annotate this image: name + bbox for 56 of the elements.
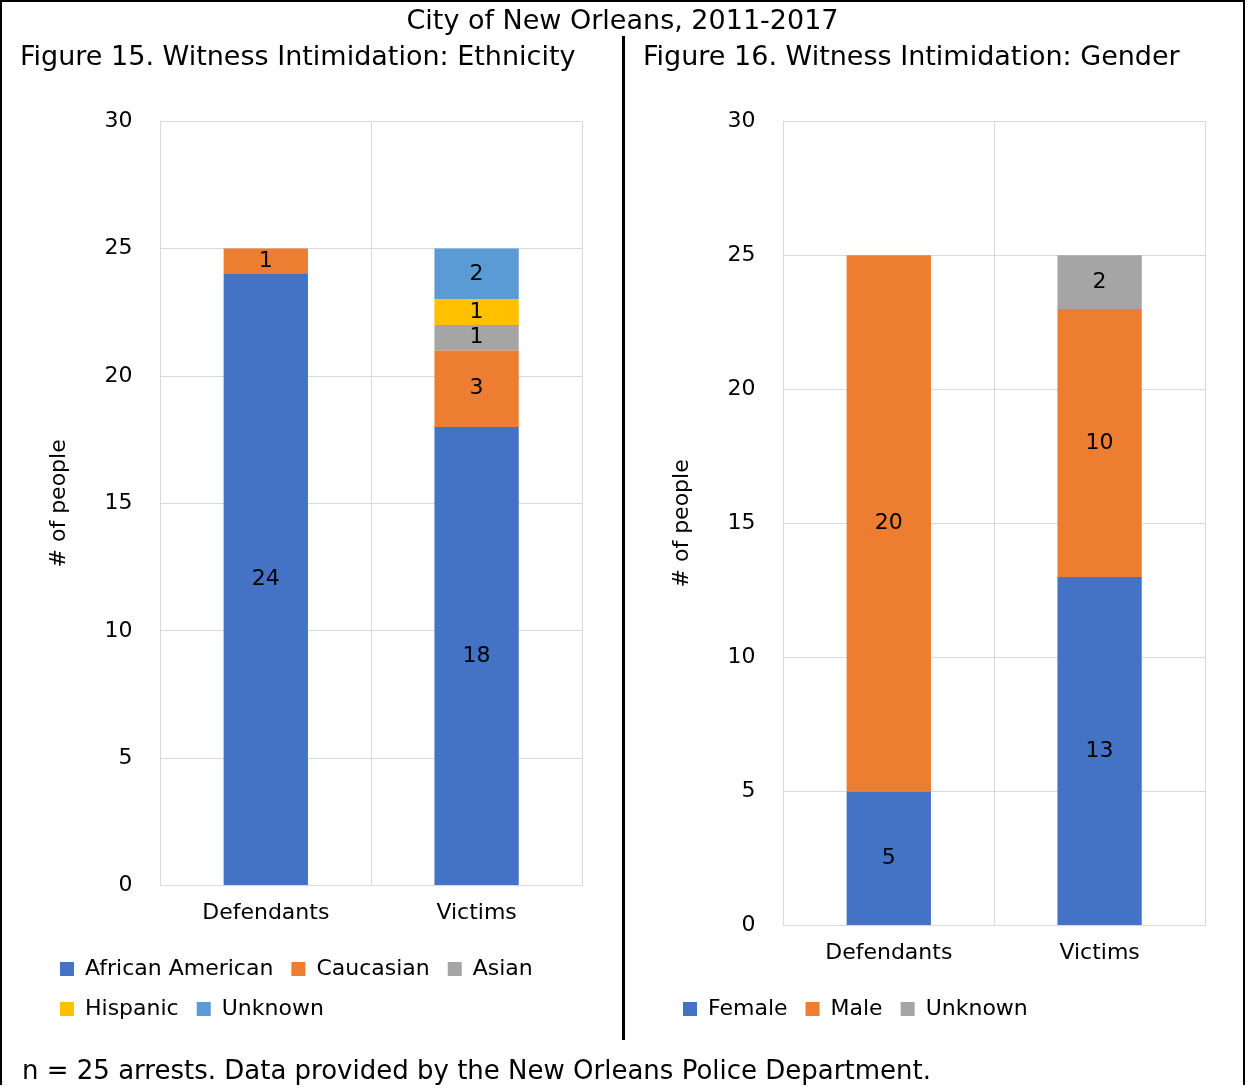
x-tick-label: Defendants — [825, 938, 953, 964]
y-tick-label: 0 — [741, 911, 756, 937]
y-tick-label: 30 — [104, 106, 133, 132]
bar — [434, 299, 519, 326]
legend-label: Hispanic — [85, 994, 179, 1020]
data-label: 10 — [1085, 428, 1114, 454]
chart-title: City of New Orleans, 2011-2017 — [405, 3, 840, 36]
y-tick-label: 0 — [118, 871, 133, 897]
x-tick-label: Victims — [1059, 938, 1140, 964]
y-axis-title: # of people — [44, 439, 70, 568]
legend-label: Female — [708, 994, 788, 1020]
data-label: 13 — [1085, 736, 1114, 762]
text: n = 25 arrests. Data provided by the New Orleans Police Department. — [22, 1055, 931, 1085]
bar — [434, 325, 519, 351]
y-tick-label: 5 — [118, 743, 133, 769]
bar — [223, 274, 308, 886]
data-label: 2 — [469, 259, 484, 285]
data-label: 5 — [881, 844, 896, 870]
y-tick-label: 10 — [727, 643, 756, 669]
y-tick-label: 15 — [104, 489, 133, 515]
legend-label: Asian — [472, 954, 533, 980]
data-label: 20 — [874, 509, 903, 535]
bar — [223, 248, 308, 275]
chart-subtitle: Figure 15. Witness Intimidation: Ethnicity — [19, 39, 577, 73]
data-label: 2 — [1092, 267, 1107, 293]
x-tick-label: Victims — [436, 898, 517, 924]
bar — [846, 791, 931, 926]
data-label: 18 — [462, 641, 491, 667]
y-tick-label: 10 — [104, 616, 133, 642]
y-tick-label: 25 — [727, 240, 756, 266]
y-tick-label: 20 — [104, 361, 133, 387]
y-axis-title: # of people — [667, 459, 693, 588]
chart-title: Figure 16. Witness Intimidation: Gender — [642, 39, 1181, 73]
data-label: 1 — [469, 298, 484, 324]
data-label: 24 — [251, 565, 280, 591]
data-label: 3 — [469, 374, 484, 400]
legend-label: Unknown — [221, 994, 324, 1020]
legend-label: Caucasian — [316, 954, 430, 980]
y-tick-label: 30 — [727, 106, 756, 132]
bar — [434, 350, 519, 427]
data-label: 1 — [469, 323, 484, 349]
data-label: 1 — [258, 247, 273, 273]
y-tick-label: 25 — [104, 234, 133, 260]
y-tick-label: 20 — [727, 375, 756, 401]
legend-label: Unknown — [925, 994, 1028, 1020]
legend-label: Male — [830, 994, 883, 1020]
x-tick-label: Defendants — [202, 898, 330, 924]
y-tick-label: 5 — [741, 777, 756, 803]
bar — [434, 248, 519, 300]
bar — [1057, 308, 1142, 578]
y-tick-label: 15 — [727, 509, 756, 535]
bar — [434, 426, 519, 886]
legend-label: African American — [85, 954, 274, 980]
bar — [1057, 577, 1142, 926]
bar — [1057, 255, 1142, 309]
bar — [846, 255, 931, 792]
